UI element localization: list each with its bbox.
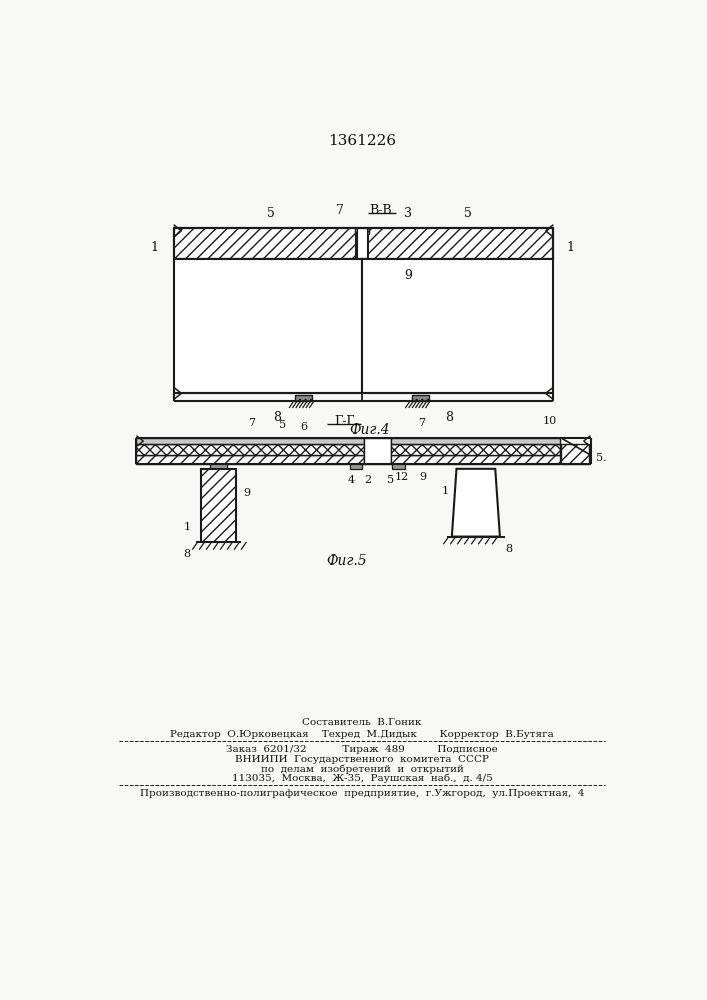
Text: 8: 8 (273, 411, 281, 424)
Text: 8: 8 (506, 544, 513, 554)
Text: Редактор  О.Юрковецкая    Техред  М.Дидык       Корректор  В.Бутяга: Редактор О.Юрковецкая Техред М.Дидык Кор… (170, 730, 554, 739)
Text: 7: 7 (418, 418, 425, 428)
Polygon shape (357, 228, 367, 259)
Polygon shape (392, 464, 404, 469)
Text: 1: 1 (183, 522, 190, 532)
Polygon shape (391, 444, 559, 455)
Text: ВНИИПИ  Государственного  комитета  СССР: ВНИИПИ Государственного комитета СССР (235, 755, 489, 764)
Text: 9: 9 (404, 269, 412, 282)
Text: Г-Г: Г-Г (334, 415, 354, 428)
Polygon shape (136, 438, 363, 444)
Text: 4: 4 (348, 475, 355, 485)
Text: 6: 6 (300, 422, 308, 432)
Polygon shape (362, 259, 554, 393)
Text: 5: 5 (279, 420, 286, 430)
Text: 1: 1 (442, 486, 449, 496)
Text: 10: 10 (542, 416, 556, 426)
Text: по  делам  изобретений  и  открытий: по делам изобретений и открытий (260, 764, 463, 774)
Text: 5: 5 (464, 207, 472, 220)
Text: 5.: 5. (596, 453, 607, 463)
Text: 1361226: 1361226 (328, 134, 396, 148)
Polygon shape (174, 228, 356, 259)
Text: В-В: В-В (369, 204, 392, 217)
Text: 1: 1 (566, 241, 574, 254)
Polygon shape (136, 444, 363, 455)
Polygon shape (349, 464, 362, 469)
Text: 8: 8 (183, 549, 190, 559)
Polygon shape (452, 469, 500, 537)
Text: Фиг.4: Фиг.4 (349, 423, 390, 437)
Text: 1: 1 (151, 241, 158, 254)
Text: 5: 5 (387, 475, 395, 485)
Text: 8: 8 (445, 411, 453, 424)
Text: 9: 9 (244, 488, 251, 498)
Polygon shape (391, 438, 559, 444)
Text: 113035,  Москва,  Ж-35,  Раушская  наб.,  д. 4/5: 113035, Москва, Ж-35, Раушская наб., д. … (232, 774, 492, 783)
Polygon shape (363, 438, 391, 464)
Polygon shape (210, 464, 227, 469)
Text: 2: 2 (364, 475, 371, 485)
Polygon shape (368, 228, 554, 259)
Text: 12: 12 (395, 472, 409, 482)
Polygon shape (391, 455, 559, 464)
Text: 3: 3 (404, 207, 412, 220)
Polygon shape (355, 228, 369, 234)
Text: 5: 5 (267, 207, 274, 220)
Polygon shape (136, 455, 363, 464)
Text: Составитель  В.Гоник: Составитель В.Гоник (303, 718, 421, 727)
Text: Заказ  6201/32           Тираж  489          Подписное: Заказ 6201/32 Тираж 489 Подписное (226, 745, 498, 754)
Text: 7: 7 (247, 418, 255, 428)
Polygon shape (561, 444, 589, 464)
Polygon shape (201, 469, 236, 542)
Polygon shape (296, 395, 312, 401)
Polygon shape (174, 259, 362, 393)
Text: Фиг.5: Фиг.5 (326, 554, 367, 568)
Text: Производственно-полиграфическое  предприятие,  г.Ужгород,  ул.Проектная,  4: Производственно-полиграфическое предприя… (140, 789, 584, 798)
Polygon shape (411, 395, 428, 401)
Text: 7: 7 (337, 204, 344, 217)
Text: 9: 9 (420, 472, 427, 482)
